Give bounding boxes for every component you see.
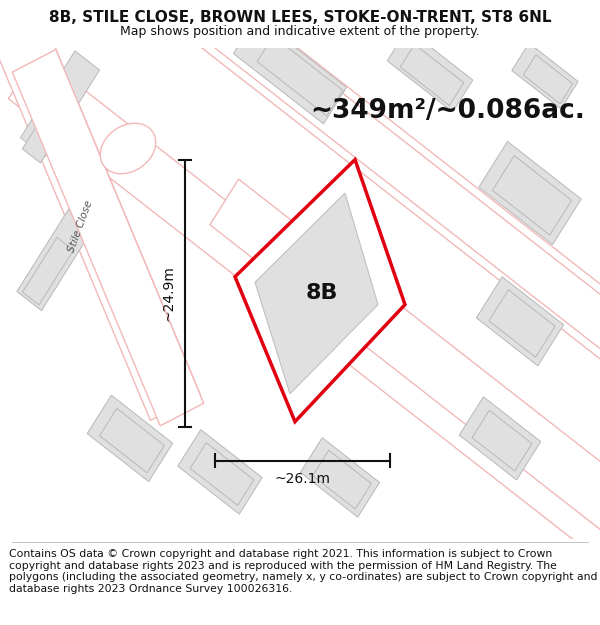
Polygon shape <box>23 238 73 305</box>
Polygon shape <box>178 429 262 514</box>
Text: ~24.9m: ~24.9m <box>161 266 175 321</box>
Polygon shape <box>512 43 578 109</box>
Polygon shape <box>472 410 532 471</box>
Polygon shape <box>459 397 541 480</box>
Polygon shape <box>22 89 77 163</box>
Text: ~26.1m: ~26.1m <box>275 472 331 486</box>
Polygon shape <box>20 51 100 157</box>
Polygon shape <box>233 17 347 124</box>
Text: 8B: 8B <box>306 284 338 303</box>
Polygon shape <box>255 193 378 394</box>
Polygon shape <box>523 55 573 104</box>
Text: ~349m²/~0.086ac.: ~349m²/~0.086ac. <box>310 98 585 124</box>
Polygon shape <box>47 0 600 375</box>
Polygon shape <box>12 49 204 426</box>
Polygon shape <box>235 159 405 422</box>
Polygon shape <box>489 290 555 357</box>
Polygon shape <box>8 53 600 578</box>
Polygon shape <box>17 209 93 311</box>
Polygon shape <box>476 277 563 366</box>
Polygon shape <box>313 450 371 509</box>
Polygon shape <box>210 179 600 609</box>
Polygon shape <box>190 442 254 506</box>
Text: Map shows position and indicative extent of the property.: Map shows position and indicative extent… <box>120 24 480 38</box>
Polygon shape <box>52 0 600 368</box>
Polygon shape <box>493 156 572 235</box>
Polygon shape <box>479 141 581 245</box>
Polygon shape <box>387 29 473 112</box>
Polygon shape <box>301 438 380 517</box>
Polygon shape <box>87 395 173 481</box>
Text: 8B, STILE CLOSE, BROWN LEES, STOKE-ON-TRENT, ST8 6NL: 8B, STILE CLOSE, BROWN LEES, STOKE-ON-TR… <box>49 9 551 24</box>
Text: Contains OS data © Crown copyright and database right 2021. This information is : Contains OS data © Crown copyright and d… <box>9 549 598 594</box>
Text: Stile Close: Stile Close <box>66 199 94 254</box>
Ellipse shape <box>100 123 156 174</box>
Polygon shape <box>100 408 164 473</box>
Polygon shape <box>257 36 343 116</box>
Polygon shape <box>400 44 464 106</box>
Polygon shape <box>0 11 200 421</box>
